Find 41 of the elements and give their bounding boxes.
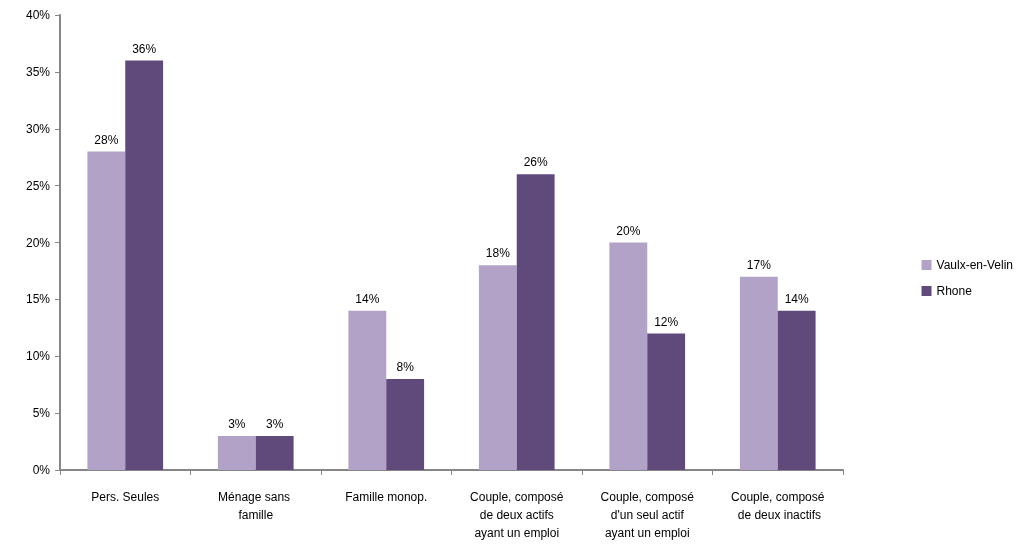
x-tick-label: Couple, composé d'un seul actif ayant un emploi	[600, 490, 695, 540]
x-tick-label: Pers. Seules	[91, 490, 160, 504]
x-tick-label: Famille monop.	[345, 490, 428, 504]
bar	[609, 242, 648, 470]
y-tick-label: 20%	[25, 235, 51, 250]
bar	[348, 310, 387, 470]
bar	[777, 310, 816, 470]
data-label: 8%	[396, 360, 415, 374]
x-tick-label: Couple, composé de deux inactifs	[731, 490, 825, 522]
y-tick-label: 10%	[25, 349, 51, 364]
y-tick-label: 40%	[25, 8, 51, 22]
bar	[478, 265, 517, 470]
data-label: 18%	[485, 246, 511, 261]
y-tick-label: 0%	[32, 463, 51, 477]
data-label: 26%	[523, 155, 548, 170]
bar	[386, 379, 425, 470]
y-tick-label: 35%	[25, 64, 51, 79]
y-tick-label: 30%	[25, 121, 51, 136]
data-label: 3%	[266, 416, 284, 431]
x-tick-label: Ménage sans famille	[218, 490, 294, 522]
data-label: 36%	[132, 41, 157, 56]
data-label: 14%	[784, 291, 809, 306]
bar	[739, 276, 778, 470]
data-label: 3%	[228, 416, 246, 431]
bar	[125, 60, 164, 470]
data-label: 12%	[654, 314, 679, 329]
legend-label: Rhone	[936, 284, 973, 298]
bar	[87, 151, 126, 470]
data-label: 17%	[746, 257, 772, 272]
data-label: 14%	[355, 291, 380, 306]
bar	[217, 435, 256, 470]
bar	[516, 174, 555, 470]
y-tick-label: 15%	[25, 292, 51, 307]
data-label: 28%	[94, 132, 119, 147]
y-tick-label: 5%	[32, 406, 51, 421]
bar	[255, 435, 294, 470]
bar	[647, 333, 686, 470]
x-tick-label: Couple, composé de deux actifs ayant un emploi	[470, 490, 564, 540]
data-label: 20%	[616, 223, 641, 238]
y-tick-label: 25%	[25, 178, 51, 193]
legend-label: Vaulx-en-Velin	[936, 258, 1014, 272]
